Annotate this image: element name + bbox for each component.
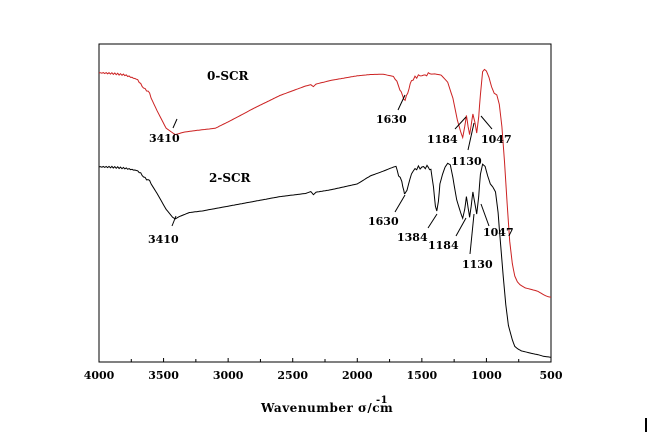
text-cursor-mark [645,418,647,432]
x-axis-title: Wavenumber σ/cm [260,401,393,415]
x-tick-label-4000: 4000 [84,369,115,382]
x-tick-label-3000: 3000 [213,369,244,382]
leader-r1130 [467,122,475,151]
leader-b1184 [455,217,467,237]
series-layer [98,68,552,358]
leader-b3410 [171,215,177,227]
leader-b1130 [469,213,475,255]
x-axis-title-superscript: -1 [376,395,388,406]
anno-b1184: 1184 [428,239,459,252]
leader-r1184 [454,116,467,130]
x-tick-label-500: 500 [540,369,563,382]
anno-r1047: 1047 [481,133,512,146]
leader-r1047 [480,115,493,130]
x-tick-label-2000: 2000 [342,369,373,382]
x-tick-label-3500: 3500 [148,369,179,382]
anno-r1184: 1184 [427,133,458,146]
series-line-2-scr [98,162,552,358]
series-label-0-scr: 0-SCR [207,69,250,83]
annotations-0-scr [172,94,493,151]
leader-r3410 [172,118,178,129]
leader-b1384 [427,213,438,229]
anno-b1630: 1630 [368,215,399,228]
anno-r1630: 1630 [376,113,407,126]
anno-r3410: 3410 [149,132,180,145]
leader-b1630 [394,194,406,213]
leader-b1047 [480,203,490,227]
series-line-0-scr [98,68,552,298]
leader-r1630 [397,94,406,111]
anno-b1130: 1130 [462,258,493,271]
series-label-2-scr: 2-SCR [209,171,252,185]
x-tick-label-1500: 1500 [407,369,438,382]
plot-frame [98,43,552,363]
anno-b3410: 3410 [148,233,179,246]
x-tick-label-1000: 1000 [471,369,502,382]
anno-b1384: 1384 [397,231,428,244]
anno-b1047: 1047 [483,226,514,239]
x-axis-ticks: 4000 3500 3000 2500 2000 1500 1000 500 [84,358,563,382]
annotations-2-scr [171,194,490,255]
x-tick-label-2500: 2500 [277,369,308,382]
anno-r1130: 1130 [451,155,482,168]
